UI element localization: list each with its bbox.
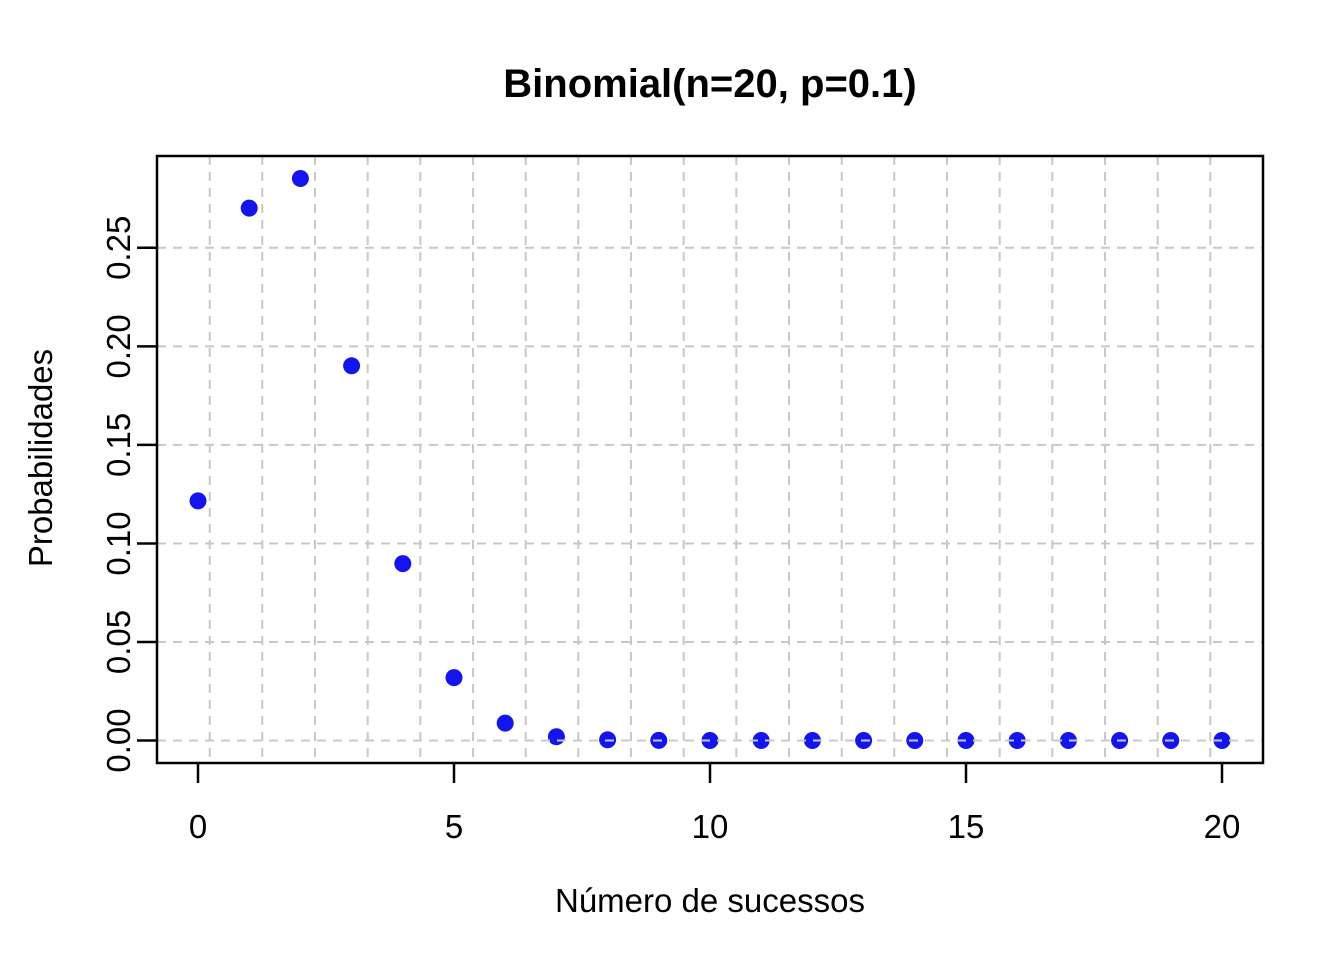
data-point [445,669,463,687]
data-point [240,199,258,217]
y-tick-label: 0.00 [100,708,137,772]
x-tick-label: 20 [1204,808,1241,845]
grid-layer [157,156,1263,763]
data-point [291,170,309,187]
y-tick-label: 0.05 [100,610,137,674]
data-point [803,732,821,749]
y-tick-label: 0.20 [100,314,137,378]
chart-title: Binomial(n=20, p=0.1) [503,62,916,106]
x-tick-label: 15 [948,808,985,845]
y-tick-label: 0.25 [100,216,137,280]
x-axis-title: Número de sucessos [555,882,865,919]
x-tick-label: 10 [692,808,729,845]
x-tick-label: 5 [445,808,463,845]
data-point [343,357,361,375]
data-point [1059,732,1077,749]
plot-area [157,156,1263,763]
axis-ticks-layer [137,246,1224,783]
y-tick-label: 0.15 [100,413,137,477]
data-point [547,728,565,746]
x-tick-label: 0 [189,808,207,845]
data-point [394,555,412,573]
data-point [752,732,770,749]
data-point [1008,732,1026,749]
data-point [189,492,207,510]
data-points-layer [189,170,1231,749]
y-axis-title: Probabilidades [22,349,59,567]
data-point [496,714,514,732]
tick-labels-layer: 0 5 10 15 20 0.00 0.05 0.10 0.15 0.20 0.25 [100,216,1240,845]
y-tick-label: 0.10 [100,511,137,575]
